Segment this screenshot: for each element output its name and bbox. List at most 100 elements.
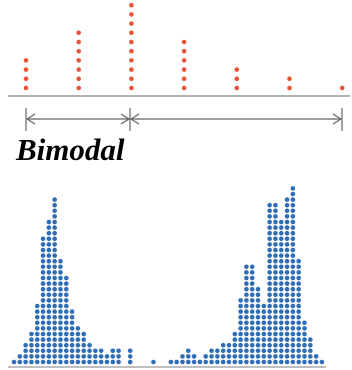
dot bbox=[319, 359, 325, 365]
dot bbox=[238, 359, 243, 365]
dot bbox=[273, 337, 278, 342]
dot bbox=[278, 331, 284, 337]
dot bbox=[116, 354, 121, 359]
dot-column bbox=[181, 39, 187, 91]
dot bbox=[290, 202, 296, 208]
dot bbox=[278, 270, 284, 275]
dot bbox=[129, 12, 134, 17]
dot-column bbox=[11, 359, 17, 365]
dot bbox=[267, 309, 272, 314]
dot bbox=[180, 354, 185, 359]
dot bbox=[273, 342, 278, 348]
dot bbox=[58, 348, 63, 354]
dot bbox=[220, 354, 226, 359]
dot bbox=[81, 337, 87, 342]
dot bbox=[76, 30, 81, 36]
dot bbox=[40, 359, 46, 365]
dot bbox=[284, 337, 290, 342]
annotation: Bimodal bbox=[15, 132, 125, 167]
dot bbox=[267, 320, 272, 326]
dot bbox=[278, 258, 284, 264]
dot bbox=[52, 314, 57, 320]
dot bbox=[249, 359, 255, 365]
dot bbox=[238, 309, 243, 314]
dot bbox=[290, 186, 296, 191]
dot bbox=[255, 286, 261, 292]
dot bbox=[52, 354, 57, 359]
dot bbox=[40, 320, 46, 326]
dot bbox=[181, 48, 187, 54]
dot bbox=[93, 359, 98, 365]
dot bbox=[296, 292, 301, 298]
dot bbox=[58, 342, 63, 348]
dot bbox=[238, 314, 243, 320]
dot bbox=[238, 320, 243, 326]
dot bbox=[278, 320, 284, 326]
dot bbox=[290, 359, 296, 365]
dot bbox=[75, 359, 81, 365]
dot bbox=[255, 326, 261, 331]
dot bbox=[284, 331, 290, 337]
dot bbox=[267, 242, 272, 247]
dot bbox=[181, 58, 187, 63]
dot bbox=[267, 342, 272, 348]
dot bbox=[249, 292, 255, 298]
dot-column bbox=[52, 197, 57, 365]
dot bbox=[290, 309, 296, 314]
dot bbox=[267, 286, 272, 292]
dot bbox=[69, 331, 75, 337]
dot bbox=[46, 354, 52, 359]
dot bbox=[244, 303, 249, 309]
dot bbox=[273, 298, 278, 303]
dot bbox=[296, 320, 301, 326]
dot bbox=[244, 298, 249, 303]
dot bbox=[209, 359, 214, 365]
dot-column bbox=[209, 348, 214, 365]
dot bbox=[98, 359, 104, 365]
dot-column bbox=[284, 197, 290, 365]
dot bbox=[52, 208, 57, 214]
dot bbox=[232, 337, 238, 342]
dot-column bbox=[110, 348, 116, 365]
dot bbox=[278, 337, 284, 342]
dot bbox=[52, 359, 57, 365]
dot bbox=[278, 225, 284, 230]
dot bbox=[278, 326, 284, 331]
dot bbox=[249, 314, 255, 320]
dot bbox=[46, 230, 52, 236]
dot bbox=[34, 342, 40, 348]
dot bbox=[63, 281, 69, 286]
dot bbox=[244, 286, 249, 292]
dot-column bbox=[278, 219, 284, 365]
dot bbox=[273, 264, 278, 270]
dot bbox=[296, 270, 301, 275]
dot bbox=[244, 314, 249, 320]
dot bbox=[58, 275, 63, 281]
dot bbox=[273, 219, 278, 225]
dot bbox=[296, 359, 301, 365]
dot bbox=[46, 270, 52, 275]
dot bbox=[40, 314, 46, 320]
dot bbox=[93, 354, 98, 359]
dot bbox=[261, 354, 267, 359]
dot bbox=[284, 253, 290, 258]
dot bbox=[232, 331, 238, 337]
dot bbox=[34, 331, 40, 337]
dot bbox=[127, 354, 133, 359]
dot bbox=[273, 314, 278, 320]
dot bbox=[284, 320, 290, 326]
dot bbox=[46, 298, 52, 303]
dot bbox=[129, 30, 134, 36]
dot bbox=[261, 342, 267, 348]
dot bbox=[296, 342, 301, 348]
dot-column bbox=[75, 326, 81, 365]
dot-column bbox=[267, 202, 272, 365]
dot bbox=[302, 326, 307, 331]
dot bbox=[267, 292, 272, 298]
dot bbox=[249, 270, 255, 275]
dot-column bbox=[261, 303, 267, 365]
dot bbox=[181, 39, 187, 45]
dot bbox=[267, 354, 272, 359]
dot bbox=[296, 314, 301, 320]
dot bbox=[215, 354, 220, 359]
